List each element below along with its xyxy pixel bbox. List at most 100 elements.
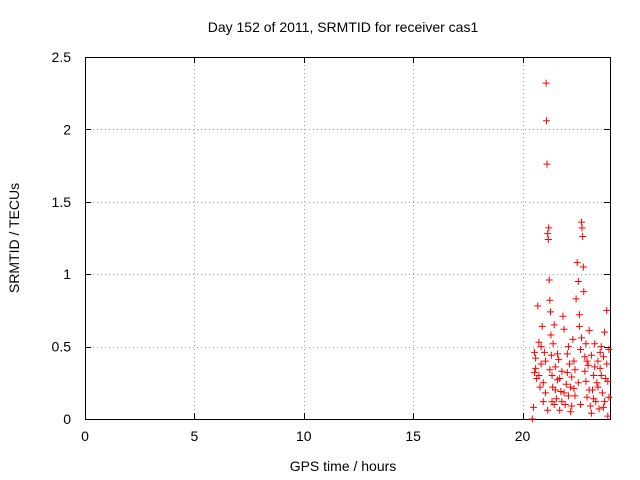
data-point <box>579 233 587 241</box>
y-tick-label: 2.5 <box>52 49 72 65</box>
data-point <box>601 398 609 406</box>
data-point <box>586 402 594 410</box>
data-point <box>532 354 540 362</box>
data-point <box>551 363 559 371</box>
data-point <box>590 395 598 403</box>
data-point <box>566 360 574 368</box>
data-point <box>596 364 604 372</box>
data-point <box>539 398 547 406</box>
x-axis-title: GPS time / hours <box>290 458 397 474</box>
data-point <box>572 295 580 303</box>
data-point <box>604 377 612 385</box>
data-point <box>585 327 593 335</box>
data-point <box>597 343 605 351</box>
data-point <box>598 389 606 397</box>
data-point <box>595 405 603 413</box>
data-point <box>571 392 579 400</box>
data-point <box>585 386 593 394</box>
data-point <box>575 322 583 330</box>
data-point <box>539 379 547 387</box>
data-point <box>603 360 611 368</box>
data-point <box>558 398 566 406</box>
chart-title: Day 152 of 2011, SRMTID for receiver cas… <box>208 19 479 35</box>
data-point <box>531 369 539 377</box>
data-point <box>574 277 582 285</box>
x-tick-label: 10 <box>296 428 312 444</box>
data-point <box>556 406 564 414</box>
data-point <box>538 322 546 330</box>
data-point <box>576 345 584 353</box>
data-points <box>528 79 613 423</box>
data-point <box>563 369 571 377</box>
data-point <box>605 393 613 401</box>
data-point <box>569 335 577 343</box>
data-point <box>537 360 545 368</box>
data-point <box>590 372 598 380</box>
data-point <box>584 361 592 369</box>
data-point <box>570 357 578 365</box>
data-point <box>597 372 605 380</box>
x-tick-label: 20 <box>515 428 531 444</box>
data-point <box>603 306 611 314</box>
data-point <box>601 328 609 336</box>
x-tick-label: 15 <box>405 428 421 444</box>
data-point <box>582 377 590 385</box>
data-point <box>544 230 552 238</box>
data-point <box>575 311 583 319</box>
data-point <box>562 380 570 388</box>
x-tick-label: 0 <box>81 428 89 444</box>
data-point <box>560 389 568 397</box>
y-axis-title: SRMTID / TECUs <box>6 183 22 293</box>
data-point <box>571 366 579 374</box>
y-tick-label: 0.5 <box>52 339 72 355</box>
data-point <box>557 387 565 395</box>
data-point <box>561 401 569 409</box>
data-point <box>529 403 537 411</box>
data-point <box>541 357 549 365</box>
y-tick-label: 1 <box>63 266 71 282</box>
data-point <box>542 79 550 87</box>
data-point <box>587 409 595 417</box>
data-point <box>596 348 604 356</box>
data-point <box>568 402 576 410</box>
data-point <box>528 415 536 423</box>
data-point <box>547 351 555 359</box>
data-point <box>591 340 599 348</box>
data-point <box>573 259 581 267</box>
data-point <box>599 403 607 411</box>
data-point <box>554 350 561 358</box>
data-point <box>560 325 568 333</box>
data-point <box>551 386 559 394</box>
data-point <box>532 364 540 372</box>
data-point <box>546 366 554 374</box>
data-point <box>582 340 590 348</box>
data-point <box>548 372 556 380</box>
data-point <box>545 276 553 284</box>
data-point <box>549 340 557 348</box>
y-tick-label: 2 <box>63 121 71 137</box>
data-point <box>558 367 566 375</box>
data-point <box>564 392 572 400</box>
data-point <box>544 235 552 243</box>
data-point <box>541 389 549 397</box>
data-point <box>581 367 589 375</box>
x-tick-label: 5 <box>190 428 198 444</box>
data-point <box>580 288 588 296</box>
data-point <box>583 357 591 365</box>
data-point <box>543 117 551 125</box>
data-point <box>594 357 602 365</box>
data-point <box>540 348 548 356</box>
data-point <box>604 412 612 420</box>
data-point <box>547 331 555 339</box>
data-point <box>535 338 543 346</box>
data-point <box>544 406 552 414</box>
data-point <box>556 374 564 382</box>
data-point <box>555 356 563 364</box>
axis-ticks <box>85 57 610 420</box>
plot-area-frame <box>85 57 611 420</box>
data-point <box>531 348 539 356</box>
data-point <box>578 224 586 232</box>
grid-lines <box>85 57 610 419</box>
data-point <box>563 350 571 358</box>
